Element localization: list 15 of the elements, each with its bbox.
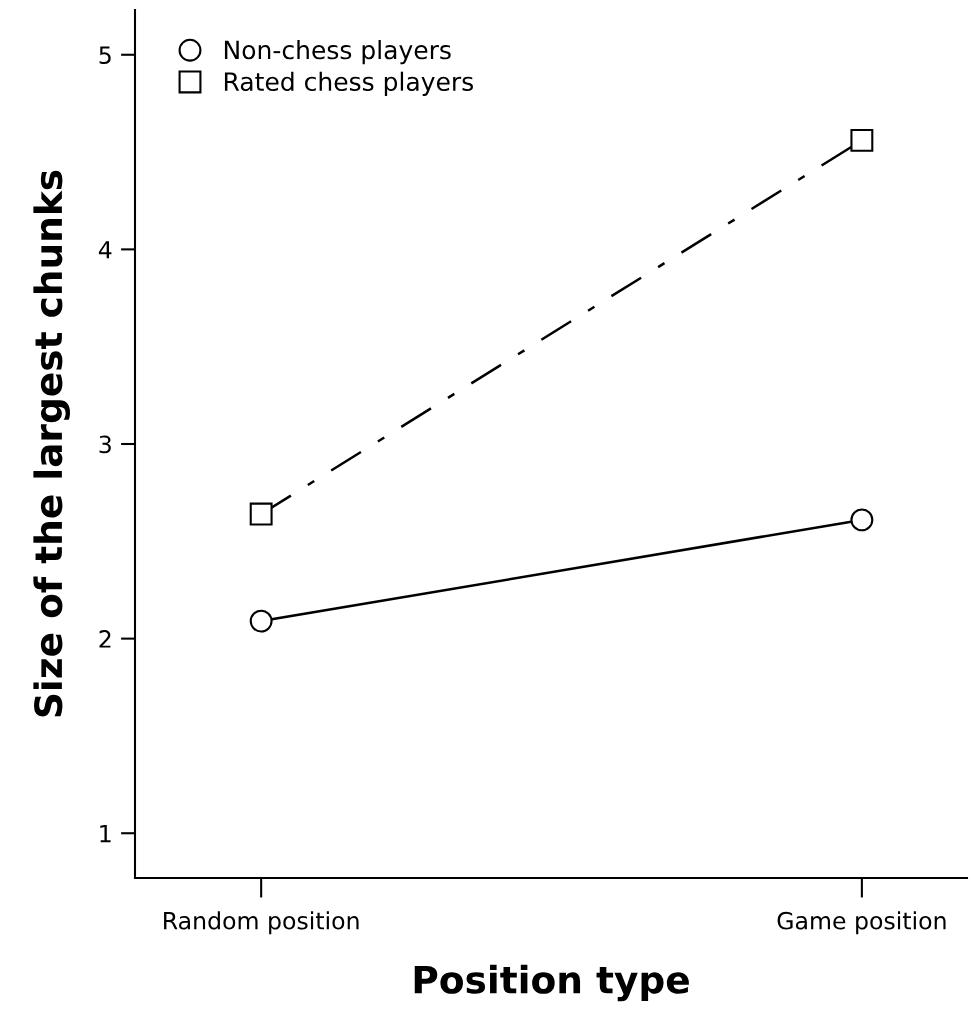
legend-label: Rated chess players: [224, 71, 473, 96]
point: [850, 128, 874, 152]
legend-label: Non-chess players: [224, 40, 451, 65]
y-tick-label: 5: [99, 46, 111, 65]
point: [850, 508, 874, 532]
y-tick-label: 1: [100, 824, 111, 843]
x-tick-label: Game position: [777, 911, 946, 935]
point: [249, 502, 273, 526]
y-tick-label: 4: [98, 241, 112, 259]
point: [249, 609, 273, 633]
x-tick-label: Random position: [164, 911, 359, 935]
y-tick-label: 3: [99, 435, 111, 454]
x-axis-title: Position type: [414, 964, 689, 1002]
y-tick-label: 2: [99, 630, 111, 648]
y-axis-title: Size of the largest chunks: [33, 170, 70, 717]
